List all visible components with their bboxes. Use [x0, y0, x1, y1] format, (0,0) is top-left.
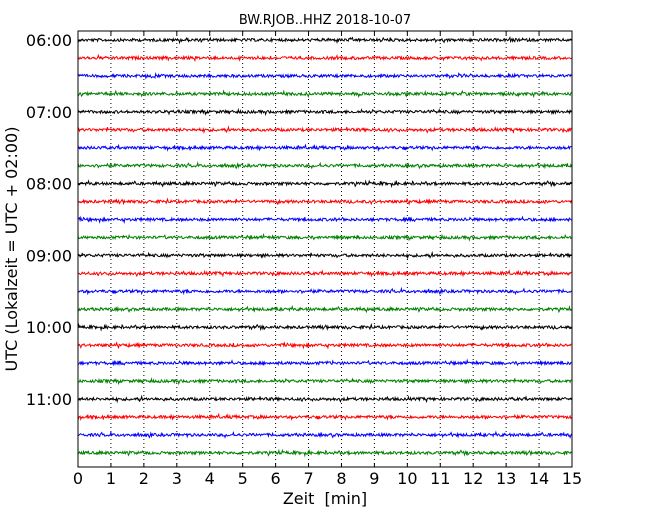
- x-tick-label: 1: [106, 469, 116, 488]
- trace-line: [77, 53, 572, 63]
- trace-line: [77, 286, 572, 296]
- x-tick-label: 13: [496, 469, 516, 488]
- y-tick-label: 10:00: [26, 318, 72, 337]
- trace-line: [77, 304, 572, 314]
- y-axis-ticks: 06:00 07:00 08:00 09:00 10:00 11:00: [26, 31, 572, 409]
- x-tick-label: 11: [430, 469, 450, 488]
- x-tick-label: 14: [529, 469, 549, 488]
- x-tick-label: 7: [303, 469, 313, 488]
- plot-frame: [77, 30, 573, 468]
- trace-line: [77, 215, 572, 224]
- x-axis-ticks: 0 1 2 3 4 5 6 7 8 9 10 11 12 13 14 15: [73, 31, 582, 488]
- trace-line: [77, 412, 572, 422]
- x-tick-label: 5: [238, 469, 248, 488]
- trace-group: [77, 35, 572, 458]
- trace-line: [77, 377, 572, 386]
- trace-line: [77, 197, 572, 206]
- grid-lines: [110, 31, 540, 467]
- x-tick-label: 10: [397, 469, 417, 488]
- x-tick-label: 6: [271, 469, 281, 488]
- trace-line: [77, 143, 572, 152]
- x-tick-label: 15: [562, 469, 582, 488]
- trace-line: [77, 72, 572, 80]
- y-tick-label: 07:00: [26, 103, 72, 122]
- trace-line: [77, 250, 572, 260]
- y-tick-label: 11:00: [26, 390, 72, 409]
- y-tick-label: 08:00: [26, 175, 72, 194]
- chart-title: BW.RJOB..HHZ 2018-10-07: [239, 13, 411, 28]
- x-tick-label: 9: [369, 469, 379, 488]
- trace-line: [77, 89, 572, 99]
- x-tick-label: 3: [172, 469, 182, 488]
- x-tick-label: 0: [73, 469, 83, 488]
- trace-line: [77, 179, 572, 189]
- trace-line: [77, 430, 572, 439]
- trace-line: [77, 125, 572, 135]
- trace-line: [77, 448, 572, 458]
- trace-line: [77, 394, 572, 404]
- x-tick-label: 2: [139, 469, 149, 488]
- trace-line: [77, 358, 572, 367]
- y-tick-label: 06:00: [26, 31, 72, 50]
- trace-line: [77, 232, 572, 242]
- x-tick-label: 4: [205, 469, 215, 488]
- trace-line: [77, 341, 572, 350]
- trace-line: [77, 107, 572, 117]
- trace-line: [77, 161, 572, 170]
- trace-line: [77, 269, 572, 278]
- trace-line: [77, 322, 572, 332]
- x-tick-label: 8: [336, 469, 346, 488]
- y-axis-label: UTC (Lokalzeit = UTC + 02:00): [2, 127, 21, 372]
- x-axis-label: Zeit [min]: [283, 489, 367, 508]
- x-tick-label: 12: [463, 469, 483, 488]
- y-tick-label: 09:00: [26, 246, 72, 265]
- trace-line: [77, 35, 572, 45]
